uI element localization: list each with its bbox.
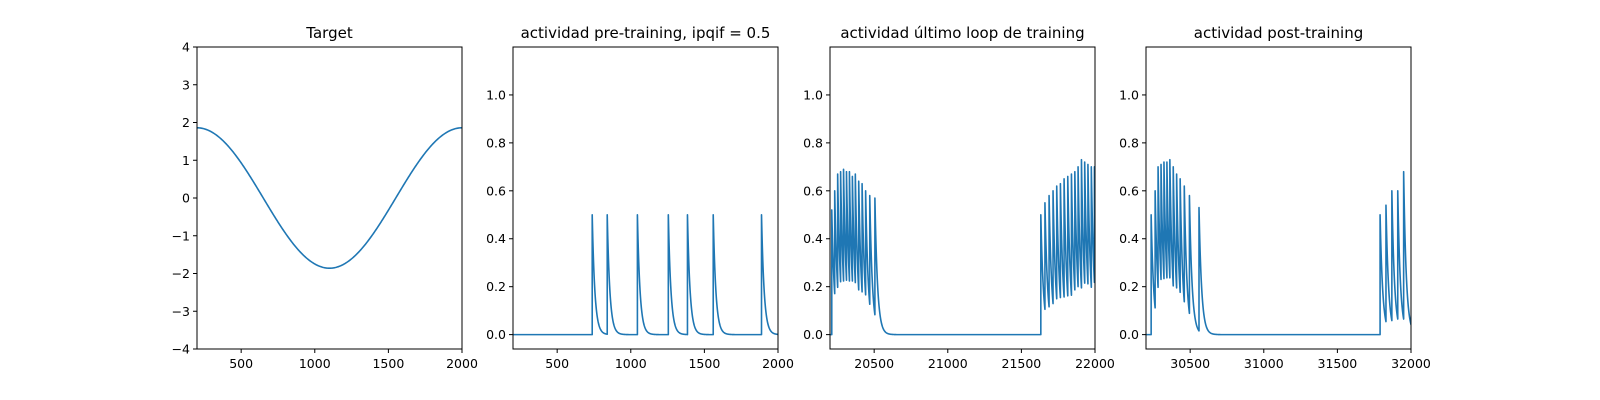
x-tick-label: 20500 [854,356,894,371]
x-tick-label: 2000 [446,356,478,371]
y-tick-label: −2 [172,266,190,281]
subplot-target: 500 1000 1500 2000 −4 −3 −2 −1 0 1 2 3 4 Target [172,24,478,371]
x-tick-label: 500 [229,356,253,371]
y-tick-label: 1 [182,153,190,168]
y-tick-label: 0.6 [803,183,823,198]
y-tick-label: −4 [172,342,190,357]
y-tick-label: 0.0 [486,327,506,342]
y-tick-label: 0.4 [803,231,823,246]
subplot-title: Target [305,24,353,42]
y-tick-label: 4 [182,40,190,55]
x-tick-label: 1500 [688,356,720,371]
y-tick-label: 0.8 [1119,135,1139,150]
y-tick-label: 0 [182,191,190,206]
x-tick-label: 31000 [1244,356,1284,371]
y-tick-label: 1.0 [1119,87,1139,102]
plot-frame [829,46,1096,350]
subplot-title: actividad último loop de training [840,24,1084,42]
plot-frame [1145,46,1412,350]
y-tick-label: 0.0 [1119,327,1139,342]
x-tick-label: 2000 [762,356,794,371]
y-tick-label: 0.6 [486,183,506,198]
subplot-pre-training: 500 1000 1500 2000 0.0 0.2 0.4 0.6 0.8 1.0 activid… [486,24,794,371]
x-tick-label: 30500 [1170,356,1210,371]
x-tick-label: 21500 [1002,356,1042,371]
y-tick-label: 0.2 [486,279,506,294]
y-tick-label: 0.4 [486,231,506,246]
x-tick-label: 31500 [1318,356,1358,371]
y-tick-label: 0.8 [803,135,823,150]
y-tick-label: 2 [182,115,190,130]
y-tick-label: 1.0 [803,87,823,102]
series-line [197,126,462,270]
x-tick-label: 1000 [615,356,647,371]
y-tick-label: 0.8 [486,135,506,150]
x-tick-label: 1000 [299,356,331,371]
subplot-title: actividad post-training [1194,24,1363,42]
y-tick-label: 0.2 [803,279,823,294]
y-tick-label: 0.2 [1119,279,1139,294]
subplot-last-training-loop: 20500 21000 21500 22000 0.0 0.2 0.4 0.6 0.8 1.0 ac… [803,24,1115,371]
x-tick-label: 500 [545,356,569,371]
x-tick-label: 21000 [928,356,968,371]
plot-frame [196,46,463,350]
y-tick-label: 1.0 [486,87,506,102]
y-tick-label: −1 [172,228,190,243]
series-line [513,213,778,336]
plot-frame [512,46,779,350]
series-line [830,158,1095,336]
x-tick-label: 22000 [1075,356,1115,371]
series-line [1146,158,1411,336]
y-tick-label: 0.6 [1119,183,1139,198]
subplot-title: actividad pre-training, ipqif = 0.5 [521,24,771,42]
y-tick-label: 3 [182,77,190,92]
x-tick-label: 32000 [1391,356,1431,371]
y-tick-label: −3 [172,304,190,319]
y-tick-label: 0.0 [803,327,823,342]
y-tick-label: 0.4 [1119,231,1139,246]
subplot-post-training: 30500 31000 31500 32000 0.0 0.2 0.4 0.6 0.8 1.0 ac… [1119,24,1431,371]
x-tick-label: 1500 [372,356,404,371]
